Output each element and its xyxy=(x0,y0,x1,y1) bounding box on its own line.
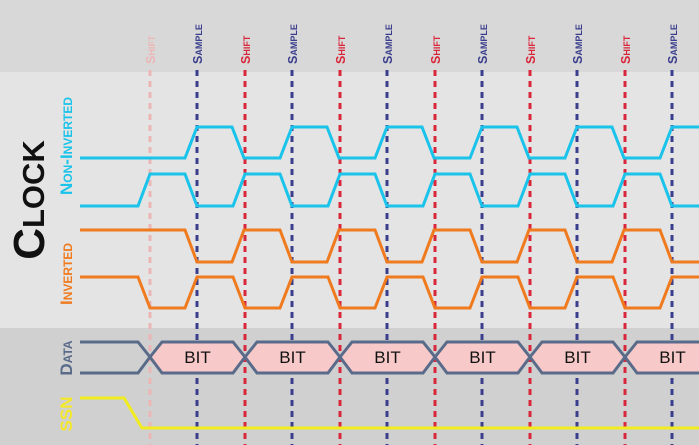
data-bit-label: BIT xyxy=(469,348,495,367)
inverted-label: Inverted xyxy=(57,243,76,305)
sample-marker-label: Sample xyxy=(666,24,680,64)
shift-marker-label: Shift xyxy=(619,35,633,64)
data-label: Data xyxy=(57,340,76,375)
data-bus: BIT BIT BIT BIT BIT BIT xyxy=(80,340,699,375)
shift-marker-label: Shift xyxy=(239,35,253,64)
inverted-clock-wave-1 xyxy=(80,228,699,264)
shift-marker-label: Shift xyxy=(144,35,158,64)
data-bit-label: BIT xyxy=(279,348,305,367)
header-band xyxy=(0,0,699,72)
ssn-label: SSN xyxy=(57,397,76,432)
shift-marker-label: Shift xyxy=(429,35,443,64)
clock-band xyxy=(0,72,699,328)
shift-marker-label: Shift xyxy=(334,35,348,64)
data-idle-line xyxy=(80,340,152,375)
clock-label: Clock xyxy=(5,140,54,260)
shift-marker-label: Shift xyxy=(524,35,538,64)
non-inverted-label: Non-Inverted xyxy=(57,97,76,195)
sample-marker-label: Sample xyxy=(381,24,395,64)
marker-labels: Shift Shift Shift Shift Shift Shift Sample Samp… xyxy=(144,24,680,64)
data-bit-label: BIT xyxy=(659,348,685,367)
sample-marker-label: Sample xyxy=(571,24,585,64)
data-bit-label: BIT xyxy=(374,348,400,367)
non-inverted-clock-wave-1 xyxy=(80,125,699,160)
data-bit-cell xyxy=(623,340,699,375)
ssn-line xyxy=(80,396,699,430)
inverted-clock-wave-2 xyxy=(80,275,699,310)
non-inverted-clock-wave-2 xyxy=(80,172,699,208)
waveforms xyxy=(80,125,699,310)
sample-marker-label: Sample xyxy=(191,24,205,64)
sample-marker-label: Sample xyxy=(286,24,300,64)
marker-lines xyxy=(148,70,674,445)
data-bit-label: BIT xyxy=(564,348,590,367)
sample-marker-label: Sample xyxy=(476,24,490,64)
data-bit-label: BIT xyxy=(184,348,210,367)
